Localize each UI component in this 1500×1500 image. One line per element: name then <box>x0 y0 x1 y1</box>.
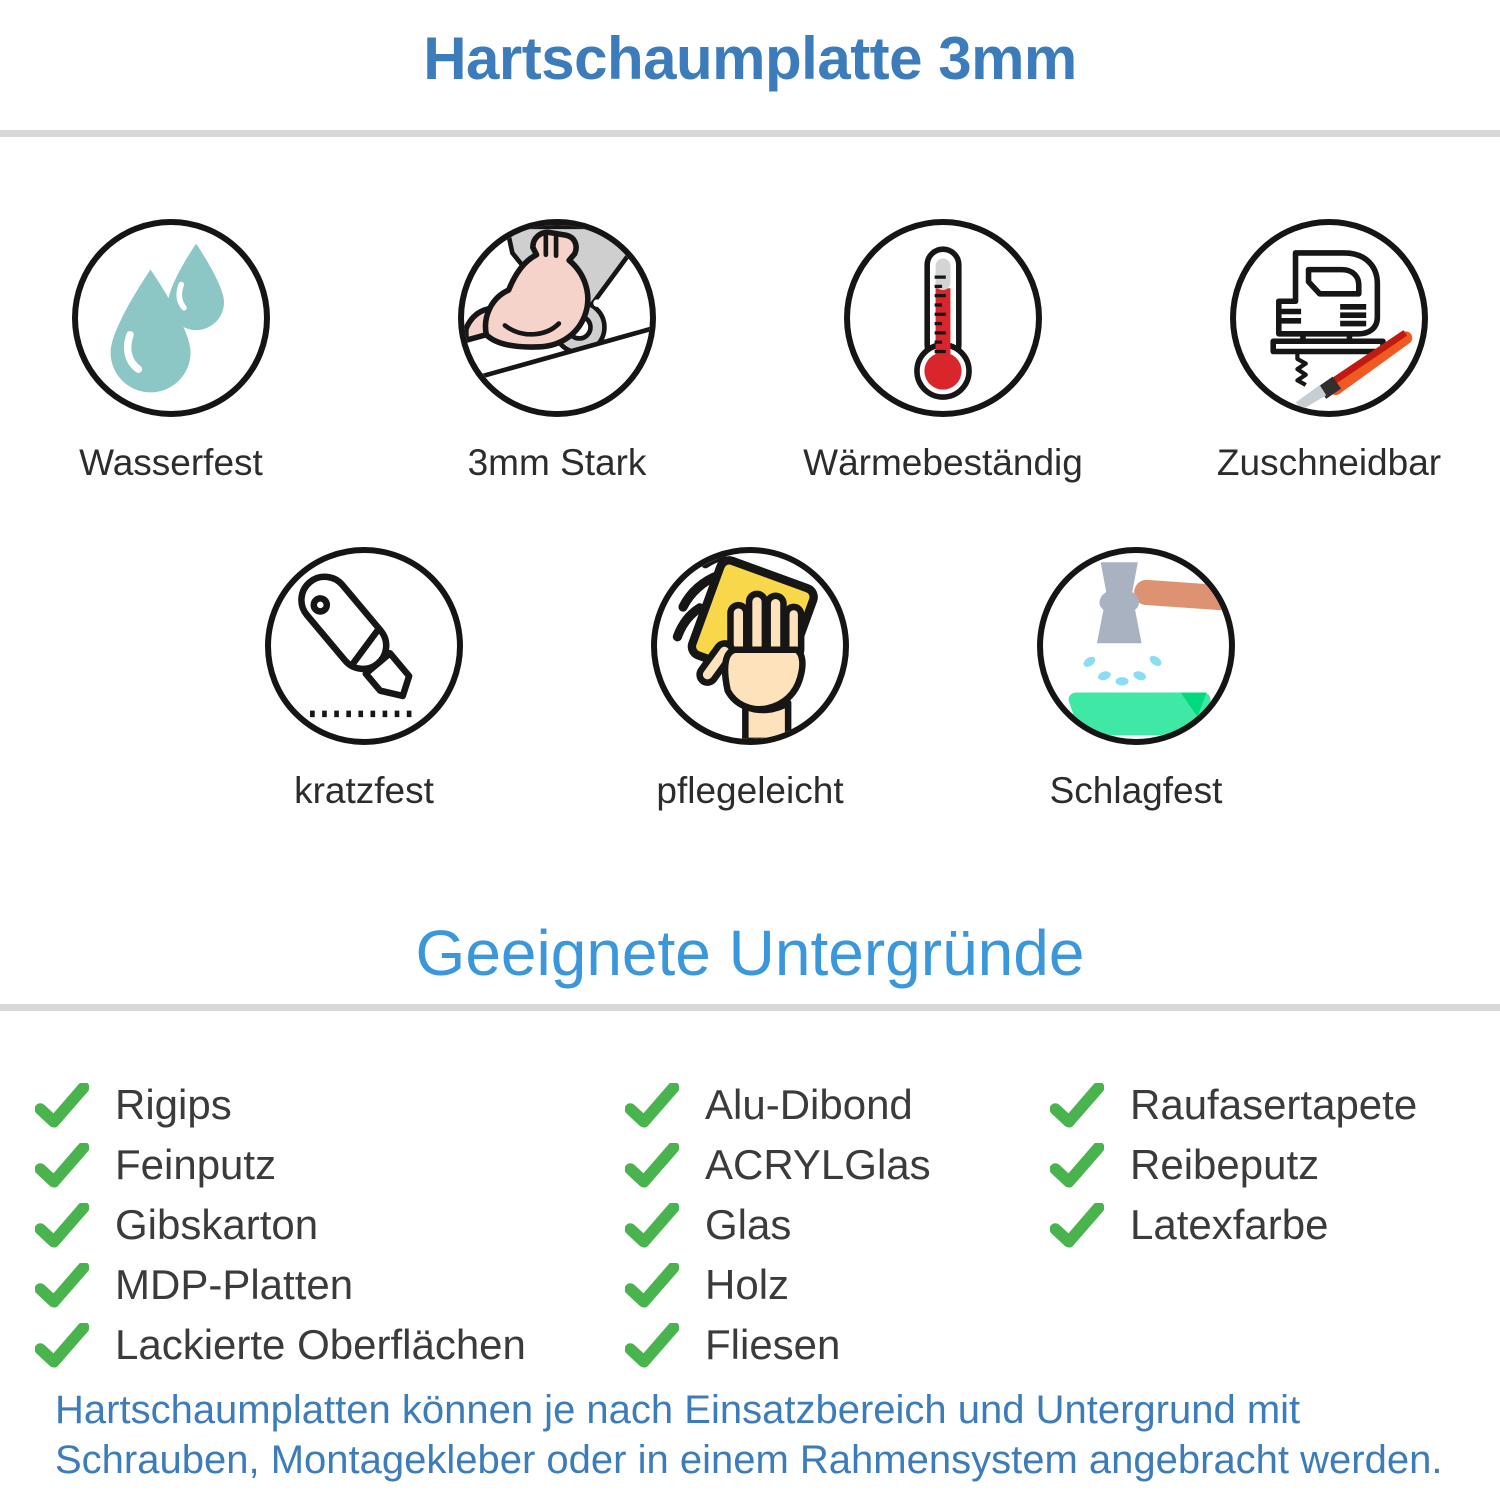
substrate-column-1: Rigips Feinputz Gibskarton MDP-Platten L… <box>35 1075 625 1375</box>
substrate-lists: Rigips Feinputz Gibskarton MDP-Platten L… <box>0 1075 1500 1375</box>
check-icon <box>35 1142 89 1188</box>
check-icon <box>1050 1202 1104 1248</box>
feature-heat-resistant: Wärmebeständig <box>798 219 1088 483</box>
feature-label: Wasserfest <box>79 442 263 483</box>
mounting-note: Hartschaumplatten können je nach Einsatz… <box>0 1385 1500 1485</box>
check-icon <box>625 1202 679 1248</box>
feature-impact-resistant: Schlagfest <box>991 547 1281 811</box>
feature-label: kratzfest <box>294 770 434 811</box>
list-item: Latexfarbe <box>1050 1195 1417 1255</box>
feature-label: pflegeleicht <box>656 770 844 811</box>
feature-label: Schlagfest <box>1049 770 1223 811</box>
mounting-note-line-2: Schrauben, Montagekleber oder in einem R… <box>55 1438 1443 1482</box>
list-item-label: Latexfarbe <box>1130 1201 1329 1248</box>
list-item-label: Reibeputz <box>1130 1141 1320 1188</box>
list-item-label: Alu-Dibond <box>705 1081 913 1128</box>
list-item: Raufasertapete <box>1050 1075 1417 1135</box>
feature-row-2: kratzfest <box>0 547 1500 811</box>
icon-badge <box>72 219 270 417</box>
feature-label: Wärmebeständig <box>803 442 1083 483</box>
utility-knife-icon <box>298 573 418 718</box>
list-item: Gibskarton <box>35 1195 625 1255</box>
list-item-label: Glas <box>705 1201 792 1248</box>
list-item: Fliesen <box>625 1315 1050 1375</box>
jigsaw-knife-icon <box>1270 250 1413 410</box>
check-icon <box>625 1142 679 1188</box>
muscle-arm-icon <box>464 225 650 411</box>
icon-badge <box>844 219 1042 417</box>
list-item-label: Rigips <box>115 1081 232 1128</box>
list-item: Glas <box>625 1195 1050 1255</box>
list-item: Rigips <box>35 1075 625 1135</box>
feature-thickness: 3mm Stark <box>412 219 702 483</box>
page-title: Hartschaumplatte 3mm <box>423 25 1077 92</box>
feature-label: Zuschneidbar <box>1216 442 1442 483</box>
check-icon <box>1050 1082 1104 1128</box>
list-item: Lackierte Oberflächen <box>35 1315 625 1375</box>
list-item: Alu-Dibond <box>625 1075 1050 1135</box>
list-item-label: Holz <box>705 1261 790 1308</box>
check-icon <box>625 1322 679 1368</box>
mounting-note-line-1: Hartschaumplatten können je nach Einsatz… <box>55 1388 1301 1432</box>
list-item: MDP-Platten <box>35 1255 625 1315</box>
check-icon <box>35 1322 89 1368</box>
list-item-label: MDP-Platten <box>115 1261 354 1308</box>
feature-row-1: Wasserfest <box>0 219 1500 483</box>
icon-badge <box>265 547 463 745</box>
substrate-column-3: Raufasertapete Reibeputz Latexfarbe <box>1050 1075 1417 1375</box>
list-item-label: Fliesen <box>705 1321 841 1368</box>
list-item-label: Lackierte Oberflächen <box>115 1321 526 1368</box>
feature-cuttable: Zuschneidbar <box>1184 219 1474 483</box>
list-item-label: Feinputz <box>115 1141 277 1188</box>
list-item: Feinputz <box>35 1135 625 1195</box>
list-item-label: Raufasertapete <box>1130 1081 1418 1128</box>
feature-label: 3mm Stark <box>467 442 647 483</box>
check-icon <box>625 1262 679 1308</box>
icon-badge <box>458 219 656 417</box>
hammer-icon <box>1068 562 1229 736</box>
feature-waterproof: Wasserfest <box>26 219 316 483</box>
check-icon <box>1050 1142 1104 1188</box>
list-item: Reibeputz <box>1050 1135 1417 1195</box>
water-drops-icon <box>110 243 225 393</box>
icon-badge <box>1230 219 1428 417</box>
list-item-label: ACRYLGlas <box>705 1141 931 1188</box>
list-item-label: Gibskarton <box>115 1201 319 1248</box>
check-icon <box>625 1082 679 1128</box>
divider-top <box>0 130 1500 137</box>
list-item: Holz <box>625 1255 1050 1315</box>
feature-scratchproof: kratzfest <box>219 547 509 811</box>
icon-badge <box>651 547 849 745</box>
list-item: ACRYLGlas <box>625 1135 1050 1195</box>
check-icon <box>35 1082 89 1128</box>
check-icon <box>35 1202 89 1248</box>
divider-middle <box>0 1004 1500 1011</box>
hand-cloth-icon <box>672 553 818 739</box>
feature-easy-care: pflegeleicht <box>605 547 895 811</box>
substrate-column-2: Alu-Dibond ACRYLGlas Glas Holz Fliesen <box>625 1075 1050 1375</box>
icon-badge <box>1037 547 1235 745</box>
thermometer-icon <box>914 246 972 400</box>
substrates-title: Geeignete Untergründe <box>415 917 1085 989</box>
check-icon <box>35 1262 89 1308</box>
